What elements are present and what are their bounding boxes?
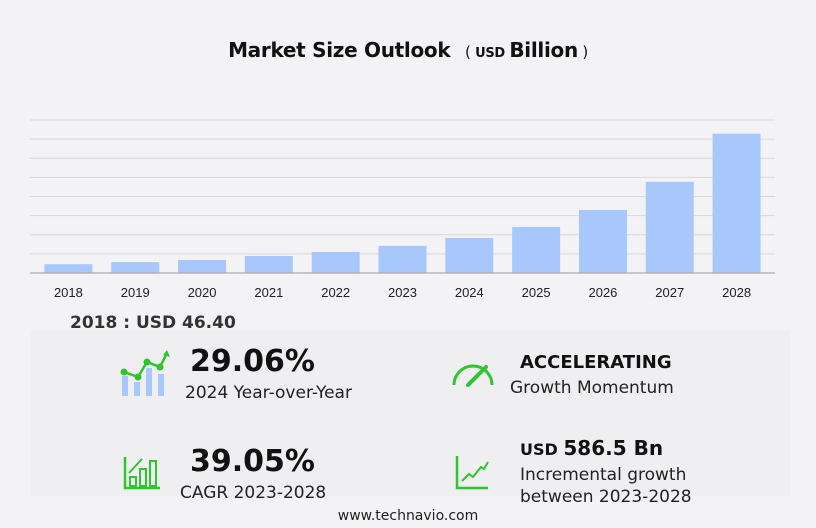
chart-title: Market Size Outlook ( USD Billion ): [0, 38, 816, 62]
unit-scale: Billion: [509, 38, 578, 62]
x-tick-label: 2022: [321, 285, 350, 300]
yoy-value: 29.06%: [190, 344, 315, 379]
x-tick-label: 2023: [388, 285, 417, 300]
x-tick-label: 2019: [121, 285, 150, 300]
bar-2019: [111, 262, 160, 273]
bar-2025: [512, 226, 561, 273]
paren-open: (: [465, 43, 471, 61]
incremental-label-1: Incremental growth: [520, 465, 687, 485]
unit-currency: USD: [475, 46, 505, 61]
cagr-value: 39.05%: [190, 444, 315, 479]
bar-growth-icon: [123, 457, 160, 490]
growth-chart-icon: [120, 350, 170, 396]
x-tick-label: 2020: [188, 285, 217, 300]
incremental-currency: USD: [520, 440, 558, 459]
bar-2020: [178, 259, 227, 273]
bar-2021: [244, 255, 293, 273]
bar-2018: [44, 264, 93, 273]
first-year-value: 2018 : USD 46.40: [70, 313, 236, 333]
paren-close: ): [582, 43, 588, 61]
title-main: Market Size Outlook: [228, 38, 451, 62]
bar-2023: [378, 245, 427, 273]
incremental-amount: 586.5 Bn: [563, 436, 664, 460]
x-tick-label: 2021: [254, 285, 283, 300]
x-tick-label: 2025: [522, 285, 551, 300]
momentum-value: ACCELERATING: [520, 352, 672, 373]
speedometer-icon: [452, 364, 494, 387]
bar-2022: [311, 251, 360, 273]
trend-line-icon: [455, 456, 489, 490]
momentum-label: Growth Momentum: [510, 378, 674, 398]
title-unit: ( USD Billion ): [465, 38, 588, 62]
x-tick-label: 2028: [722, 285, 751, 300]
footer-url[interactable]: www.technavio.com: [337, 508, 479, 524]
bar-chart: 2018 2019 2020 2021 2022 2023 2024 2025 2026 2027…: [30, 119, 775, 300]
x-tick-label: 2024: [455, 285, 484, 300]
bar-2026: [578, 209, 627, 273]
cagr-label: CAGR 2023-2028: [180, 483, 327, 503]
x-tick-label: 2026: [588, 285, 617, 300]
yoy-label: 2024 Year-over-Year: [185, 383, 352, 403]
bar-2028: [712, 133, 761, 273]
bar-2027: [645, 181, 694, 273]
incremental-value: USD 586.5 Bn: [520, 436, 663, 460]
bar-2024: [445, 238, 494, 273]
incremental-label-2: between 2023-2028: [520, 487, 692, 507]
x-tick-label: 2018: [54, 285, 83, 300]
x-tick-label: 2027: [655, 285, 684, 300]
